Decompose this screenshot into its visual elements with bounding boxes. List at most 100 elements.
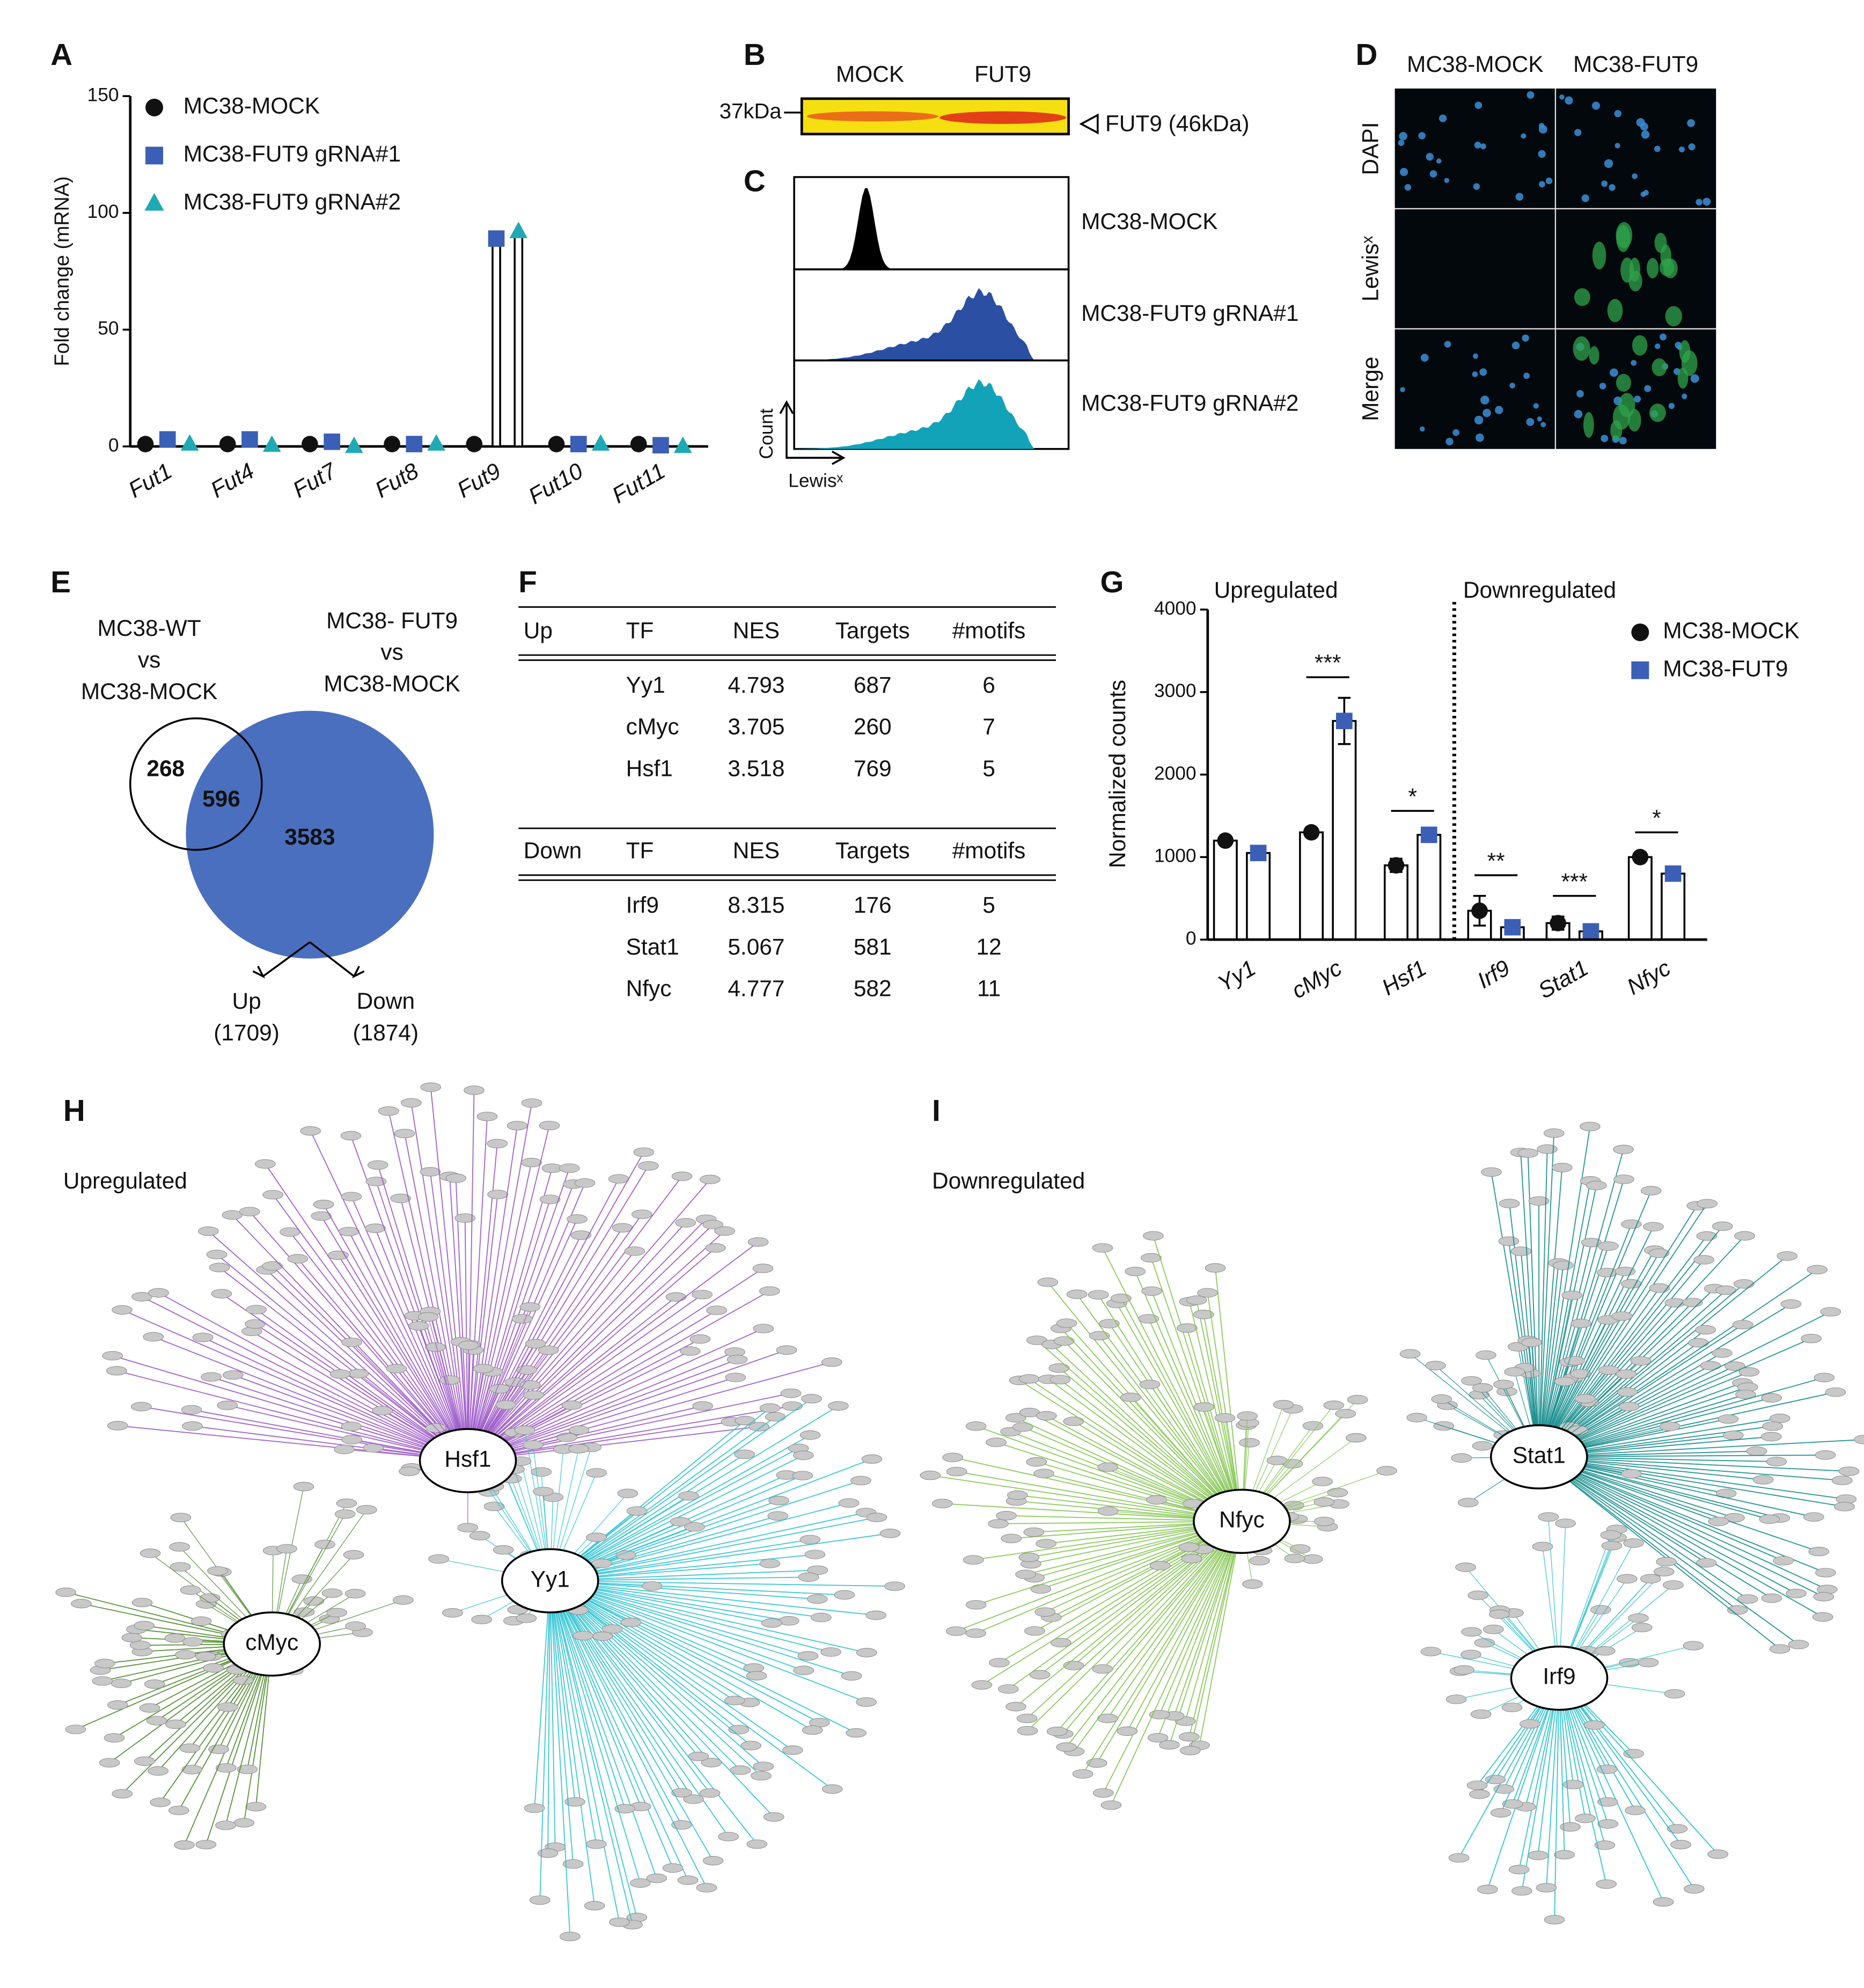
nucleus [1601,435,1609,443]
hub-label: Hsf1 [444,1446,491,1471]
target-node [1571,1318,1591,1329]
target-node [131,1597,153,1608]
marker [1420,826,1437,843]
target-node [1667,1824,1688,1833]
edge [122,1309,468,1462]
significance-label: * [1408,784,1417,809]
target-node [1092,1243,1113,1253]
edge [1538,1456,1797,1594]
target-node [1493,1380,1514,1389]
cell [1616,222,1633,248]
target-node [692,1401,713,1411]
target-node [1597,1819,1619,1829]
target-node [1024,1626,1045,1636]
hub-label: Nfyc [1219,1507,1265,1532]
nucleus [1472,353,1478,359]
marker [137,436,154,452]
marker [1471,903,1488,919]
target-node [1086,1758,1107,1768]
target-node [208,1744,229,1754]
edge [1538,1456,1828,1590]
target-node [1488,1609,1510,1619]
table-cell: Nfyc [626,976,672,1001]
nucleus [1472,371,1478,377]
target-node [573,1631,593,1641]
table-cell: 687 [854,672,892,698]
table-header: Targets [835,838,910,863]
target-node [1149,1710,1170,1720]
target-node [1063,1417,1084,1426]
nucleus [1640,122,1648,131]
sample-label: MC38-FUT9 gRNA#2 [1081,390,1298,415]
target-node [677,1875,699,1885]
target-node [798,1572,819,1582]
edge [1186,1327,1243,1522]
marker [1664,865,1682,882]
target-node [624,1246,645,1256]
target-node [1302,1554,1323,1564]
target-node [1663,1580,1684,1590]
target-node [339,1227,359,1236]
target-node [1511,1886,1532,1896]
target-node [861,1454,883,1464]
target-node [782,1401,803,1411]
edge [1538,1456,1819,1552]
target-node [198,1226,219,1236]
target-node [293,1481,314,1492]
edge [1538,1133,1555,1457]
bar [1213,839,1238,941]
marker [570,436,587,452]
edge [550,1580,876,1616]
edge [1559,1678,1664,1903]
target-node [1554,1376,1575,1387]
target-node [759,1403,781,1413]
bar [513,230,524,448]
edge [158,1292,468,1462]
target-node [1477,1884,1498,1895]
target-node [1181,1554,1202,1564]
target-node [1147,1733,1169,1743]
target-node [763,1812,784,1822]
target-node [1120,1392,1141,1402]
edge [1096,1521,1243,1764]
target-node [1501,1703,1523,1712]
edge [1153,1235,1243,1522]
target-node [1099,1319,1120,1329]
target-node [245,1319,266,1329]
edge [249,1211,468,1461]
target-node [1214,1413,1236,1423]
target-node [365,1223,386,1233]
target-node [879,1529,901,1538]
target-node [1561,1290,1583,1300]
marker [1550,915,1566,931]
target-node [725,1373,746,1382]
target-node [276,1544,297,1554]
edge [202,1337,468,1462]
target-node [866,1513,887,1522]
target-node [1050,1638,1072,1648]
target-node [280,1227,300,1237]
edge [549,1398,812,1581]
nucleus [1479,368,1487,376]
target-node [287,1254,309,1264]
target-node [1431,1394,1452,1404]
target-node [1649,1283,1670,1293]
nucleus [1483,408,1491,417]
target-node [1458,1498,1479,1508]
row-label: Merge [1357,357,1383,421]
target-node [1586,1180,1607,1191]
target-node [683,1794,704,1804]
target-node [920,1470,941,1480]
target-node [965,1628,986,1638]
target-node [671,1820,692,1830]
edge [467,1224,714,1461]
target-node [393,1595,414,1605]
target-node [793,1666,814,1675]
target-node [1769,1644,1790,1654]
nucleus [1559,94,1565,100]
target-node [1467,1590,1489,1600]
target-node [1141,1253,1162,1263]
bar [491,237,501,448]
edge [1521,1678,1560,1891]
